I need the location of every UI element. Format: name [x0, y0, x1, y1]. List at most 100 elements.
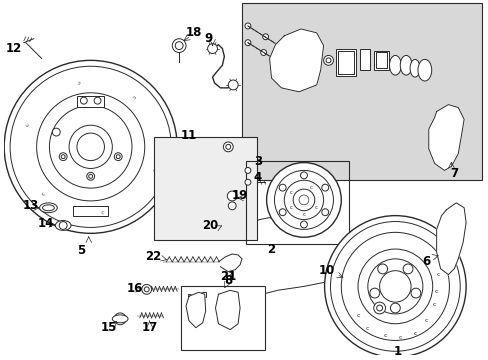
Ellipse shape [42, 205, 54, 211]
Text: 11: 11 [181, 129, 197, 141]
Circle shape [446, 219, 459, 232]
Text: c: c [150, 167, 156, 172]
Bar [245, 161, 348, 244]
Text: 18: 18 [185, 26, 202, 39]
Circle shape [440, 261, 447, 269]
Circle shape [260, 50, 266, 55]
Circle shape [279, 184, 285, 191]
Circle shape [279, 209, 285, 216]
Circle shape [282, 46, 309, 74]
Text: 2: 2 [267, 243, 275, 256]
Ellipse shape [417, 59, 431, 81]
Circle shape [142, 284, 151, 294]
Circle shape [410, 288, 420, 298]
Text: c: c [424, 318, 427, 323]
Bar [153, 137, 256, 240]
Text: c: c [309, 185, 312, 190]
Circle shape [402, 264, 412, 274]
Text: 4: 4 [253, 171, 262, 184]
Text: 22: 22 [145, 251, 162, 264]
Circle shape [4, 60, 177, 233]
Circle shape [86, 172, 95, 180]
Circle shape [300, 221, 307, 228]
Text: 16: 16 [126, 282, 143, 295]
Text: 15: 15 [101, 321, 117, 334]
Polygon shape [428, 105, 463, 170]
Text: c: c [100, 210, 104, 215]
Circle shape [175, 42, 183, 50]
Text: c: c [366, 326, 369, 331]
Text: c: c [356, 313, 359, 318]
Bar [373, 50, 388, 70]
Bar [336, 49, 355, 76]
Circle shape [379, 271, 410, 302]
Text: 3: 3 [253, 155, 261, 168]
Circle shape [389, 303, 400, 313]
Circle shape [59, 221, 67, 229]
Circle shape [244, 23, 250, 29]
Text: 20: 20 [202, 219, 218, 232]
Bar [77, 96, 104, 107]
Text: 7: 7 [449, 167, 457, 180]
Text: c: c [289, 190, 292, 195]
Circle shape [52, 128, 60, 136]
Circle shape [244, 179, 250, 185]
Text: c: c [436, 272, 440, 277]
Text: c: c [289, 205, 292, 210]
Bar [181, 287, 264, 350]
Text: c: c [432, 302, 435, 307]
Text: c: c [302, 212, 305, 217]
Circle shape [77, 133, 104, 161]
Circle shape [244, 167, 250, 174]
Ellipse shape [223, 307, 233, 321]
Circle shape [299, 62, 318, 82]
Circle shape [117, 316, 123, 322]
Circle shape [266, 163, 341, 237]
Circle shape [323, 55, 333, 65]
Polygon shape [215, 290, 240, 330]
Text: 21: 21 [220, 270, 236, 283]
Bar [187, 294, 192, 299]
Text: 17: 17 [141, 321, 158, 334]
Text: 14: 14 [37, 217, 54, 230]
Text: c: c [77, 78, 81, 84]
Circle shape [114, 153, 122, 161]
Ellipse shape [55, 221, 71, 230]
Circle shape [441, 142, 450, 152]
Bar [201, 292, 205, 297]
Bar [338, 50, 353, 74]
Circle shape [80, 97, 87, 104]
Text: c: c [315, 205, 318, 210]
Text: 19: 19 [231, 189, 248, 202]
Text: 1: 1 [392, 345, 401, 358]
Circle shape [448, 247, 458, 257]
Bar [359, 49, 369, 70]
Circle shape [228, 202, 236, 210]
Text: c: c [412, 331, 416, 336]
Ellipse shape [400, 55, 411, 75]
Text: c: c [434, 289, 437, 294]
Polygon shape [436, 203, 465, 275]
Circle shape [321, 209, 328, 216]
Text: 9: 9 [204, 32, 212, 45]
Text: 10: 10 [318, 264, 334, 277]
Circle shape [369, 288, 379, 298]
Circle shape [94, 97, 101, 104]
Bar [73, 206, 108, 216]
Circle shape [227, 191, 237, 201]
Circle shape [442, 118, 453, 130]
Circle shape [223, 142, 233, 152]
Text: 12: 12 [6, 42, 22, 55]
Circle shape [321, 184, 328, 191]
Text: c: c [41, 191, 46, 197]
Circle shape [373, 302, 385, 314]
Circle shape [59, 153, 67, 161]
Circle shape [449, 137, 457, 145]
Polygon shape [269, 29, 323, 92]
Circle shape [262, 34, 268, 40]
Ellipse shape [112, 315, 128, 323]
Text: c: c [398, 335, 401, 340]
Text: 5: 5 [77, 243, 85, 257]
Ellipse shape [40, 203, 57, 213]
Text: c: c [131, 93, 136, 99]
